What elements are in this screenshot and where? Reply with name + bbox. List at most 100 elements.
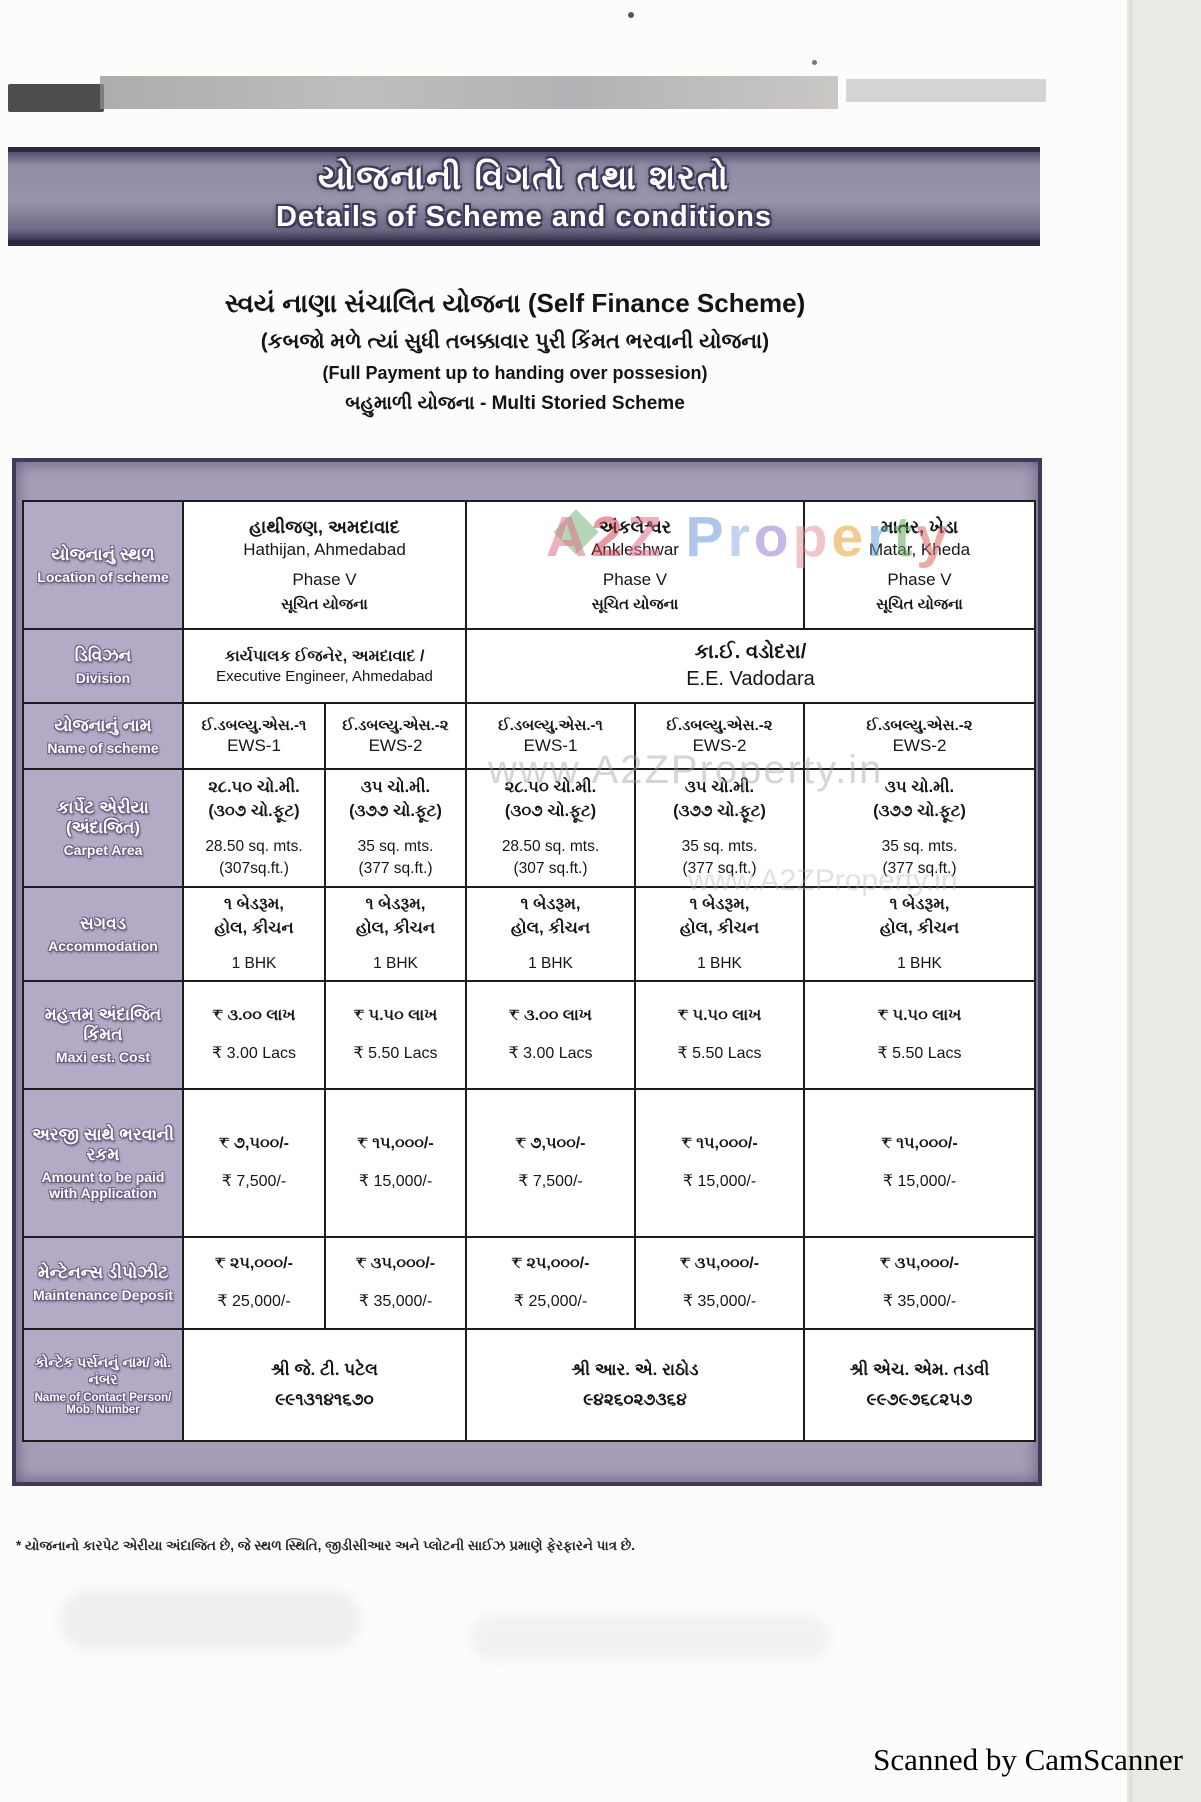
cell-location-ankleshwar: અંકલેશ્વર Ankleshwar Phase V સૂચિત યોજના [465, 500, 805, 630]
cell-carpet-area: ૩૫ ચો.મી. (૩૭૭ ચો.ફૂટ) 35 sq. mts. (377 … [324, 768, 467, 888]
scan-artifact-dark [8, 84, 104, 112]
cell-contact-ankleshwar: શ્રી આર. એ. રાઠોડ ૯૪૨૬૦૨૭૩૬૪ [465, 1328, 805, 1442]
scan-smudge [60, 1590, 360, 1650]
contact-phone: ૯૯૭૯૭૬૮૨૫૭ [866, 1390, 973, 1409]
accommodation-gujarati: હોલ, કીચન [879, 919, 960, 938]
deposit-english: ₹ 25,000/- [217, 1293, 291, 1310]
amount-english: ₹ 15,000/- [882, 1173, 957, 1190]
accommodation-english: 1 BHK [897, 955, 942, 973]
accommodation-gujarati: ૧ બેડરૂમ, [224, 895, 284, 914]
scan-artifact-bar-2 [846, 79, 1046, 102]
deposit-gujarati: ₹ ૩૫,૦૦૦/- [355, 1255, 436, 1272]
scheme-subtitle: સ્વયં નાણા સંચાલિત યોજના (Self Finance S… [85, 288, 945, 415]
cell-application-amount: ₹ ૭,૫૦૦/- ₹ 7,500/- [182, 1088, 326, 1238]
accommodation-gujarati: હોલ, કીચન [510, 919, 591, 938]
row-header-gujarati: મહત્તમ અંદાજિત કિંમત [44, 1005, 162, 1044]
table-row-location: યોજનાનું સ્થળ Location of scheme હાથીજણ,… [22, 500, 1036, 630]
cell-maintenance-deposit: ₹ ૨૫,૦૦૦/- ₹ 25,000/- [465, 1236, 636, 1330]
scheme-name-gujarati: ઈ.ડબલ્યુ.એસ.-૨ [342, 716, 449, 734]
carpet-gujarati: (૩૭૭ ચો.ફૂટ) [873, 802, 966, 821]
cost-english: ₹ 5.50 Lacs [353, 1045, 438, 1062]
deposit-gujarati: ₹ ૩૫,૦૦૦/- [679, 1255, 760, 1272]
scan-smudge [470, 1615, 830, 1660]
row-header-application-amount: અરજી સાથે ભરવાની રકમ Amount to be paid w… [22, 1088, 184, 1238]
scheme-name-english: EWS-1 [227, 735, 281, 755]
location-gujarati: માતર, ખેડા [880, 517, 959, 537]
cell-max-cost: ₹ ૫.૫૦ લાખ ₹ 5.50 Lacs [803, 980, 1036, 1090]
amount-gujarati: ₹ ૧૫,૦૦૦/- [357, 1135, 434, 1152]
contact-name: શ્રી આર. એ. રાઠોડ [571, 1360, 699, 1379]
accommodation-english: 1 BHK [373, 955, 418, 973]
location-gujarati: હાથીજણ, અમદાવાદ [249, 517, 400, 537]
carpet-gujarati: ૩૫ ચો.મી. [684, 778, 755, 797]
cell-application-amount: ₹ ૭,૫૦૦/- ₹ 7,500/- [465, 1088, 636, 1238]
scan-edge-line [1127, 0, 1133, 1802]
location-gujarati: અંકલેશ્વર [598, 517, 672, 537]
carpet-gujarati: ૨૮.૫૦ ચો.મી. [504, 778, 597, 797]
scheme-name-english: EWS-2 [892, 735, 947, 755]
carpet-gujarati: ૩૫ ચો.મી. [360, 778, 431, 797]
location-phase: Phase V [292, 570, 357, 589]
carpet-english: (307 sq.ft.) [513, 859, 588, 877]
amount-gujarati: ₹ ૧૫,૦૦૦/- [881, 1135, 958, 1152]
amount-gujarati: ₹ ૧૫,૦૦૦/- [681, 1135, 758, 1152]
carpet-english: 35 sq. mts. [881, 838, 958, 856]
scheme-name-gujarati: ઈ.ડબલ્યુ.એસ.-૧ [498, 716, 603, 734]
row-header-english: Name of Contact Person/ Mob. Number [34, 1392, 172, 1416]
cell-maintenance-deposit: ₹ ૩૫,૦૦૦/- ₹ 35,000/- [803, 1236, 1036, 1330]
carpet-english: (377 sq.ft.) [682, 859, 757, 877]
row-header-location: યોજનાનું સ્થળ Location of scheme [22, 500, 184, 630]
row-header-gujarati: મેન્ટેનન્સ ડીપોઝીટ [37, 1263, 169, 1282]
cell-accommodation: ૧ બેડરૂમ, હોલ, કીચન 1 BHK [634, 886, 805, 982]
cell-scheme-name: ઈ.ડબલ્યુ.એસ.-૨ EWS-2 [324, 702, 467, 770]
accommodation-gujarati: ૧ બેડરૂમ, [365, 895, 426, 914]
cost-english: ₹ 5.50 Lacs [677, 1045, 762, 1062]
carpet-gujarati: (૩૦૭ ચો.ફૂટ) [504, 802, 597, 821]
scheme-details-table: યોજનાનું સ્થળ Location of scheme હાથીજણ,… [22, 500, 1036, 1442]
row-header-english: Carpet Area [63, 842, 143, 858]
cost-english: ₹ 3.00 Lacs [508, 1045, 593, 1062]
location-english: Matar, Kheda [868, 540, 971, 559]
row-header-maintenance-deposit: મેન્ટેનન્સ ડીપોઝીટ Maintenance Deposit [22, 1236, 184, 1330]
cell-application-amount: ₹ ૧૫,૦૦૦/- ₹ 15,000/- [324, 1088, 467, 1238]
cell-max-cost: ₹ ૩.૦૦ લાખ ₹ 3.00 Lacs [182, 980, 326, 1090]
row-header-english: Accommodation [48, 938, 158, 954]
carpet-gujarati: (૩૭૭ ચો.ફૂટ) [673, 802, 766, 821]
division-english: Executive Engineer, Ahmedabad [216, 667, 433, 685]
location-english: Hathijan, Ahmedabad [243, 540, 406, 559]
contact-name: શ્રી એચ. એમ. તડવી [849, 1360, 990, 1379]
accommodation-english: 1 BHK [528, 955, 573, 973]
accommodation-english: 1 BHK [231, 955, 277, 973]
row-header-english: Maintenance Deposit [32, 1287, 174, 1303]
subtitle-line-3: (Full Payment up to handing over possesi… [322, 363, 708, 383]
cell-max-cost: ₹ ૫.૫૦ લાખ ₹ 5.50 Lacs [634, 980, 805, 1090]
scheme-name-gujarati: ઈ.ડબલ્યુ.એસ.-૧ [201, 716, 307, 734]
location-status: સૂચિત યોજના [281, 596, 368, 613]
cell-carpet-area: ૨૮.૫૦ ચો.મી. (૩૦૭ ચો.ફૂટ) 28.50 sq. mts.… [182, 768, 326, 888]
row-header-gujarati: સગવડ [79, 914, 127, 933]
cell-location-matar: માતર, ખેડા Matar, Kheda Phase V સૂચિત યો… [803, 500, 1036, 630]
cost-gujarati: ₹ ૫.૫૦ લાખ [877, 1007, 962, 1024]
table-row-accommodation: સગવડ Accommodation ૧ બેડરૂમ, હોલ, કીચન 1… [22, 886, 1036, 982]
cost-gujarati: ₹ ૫.૫૦ લાખ [677, 1007, 762, 1024]
row-header-english: Location of scheme [37, 569, 169, 585]
location-status: સૂચિત યોજના [876, 596, 963, 613]
cell-location-hathijan: હાથીજણ, અમદાવાદ Hathijan, Ahmedabad Phas… [182, 500, 467, 630]
contact-name: શ્રી જે. ટી. પટેલ [271, 1360, 378, 1379]
cost-english: ₹ 3.00 Lacs [211, 1045, 296, 1062]
amount-english: ₹ 7,500/- [221, 1173, 287, 1190]
row-header-english: Maxi est. Cost [55, 1049, 151, 1065]
subtitle-line-2: (કબજો મળે ત્યાં સુધી તબક્કાવાર પુરી કિંમ… [260, 330, 770, 353]
row-header-gujarati: યોજનાનું નામ [54, 716, 152, 735]
row-header-gujarati: અરજી સાથે ભરવાની રકમ [32, 1125, 174, 1164]
amount-english: ₹ 15,000/- [682, 1173, 757, 1190]
location-phase: Phase V [887, 570, 952, 589]
accommodation-gujarati: હોલ, કીચન [214, 919, 294, 938]
scheme-name-english: EWS-1 [523, 735, 578, 755]
scan-speck [812, 60, 817, 65]
row-header-gujarati: યોજનાનું સ્થળ [51, 545, 155, 564]
cell-scheme-name: ઈ.ડબલ્યુ.એસ.-૧ EWS-1 [182, 702, 326, 770]
footnote: * યોજનાનો કારપેટ એરીયા અંદાજિત છે, જે સ્… [16, 1538, 635, 1553]
accommodation-gujarati: ૧ બેડરૂમ, [689, 895, 750, 914]
carpet-english: (377 sq.ft.) [358, 859, 433, 877]
